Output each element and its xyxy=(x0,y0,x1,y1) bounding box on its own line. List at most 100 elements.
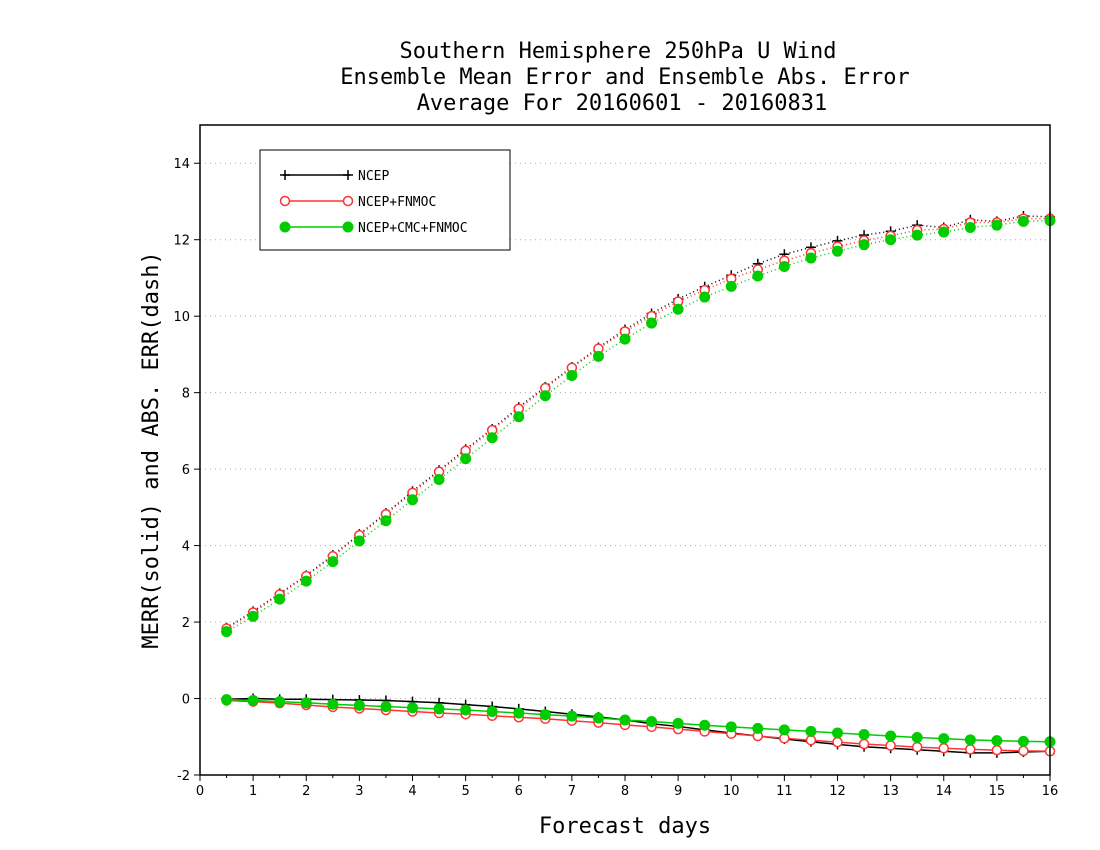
x-tick-label: 10 xyxy=(723,784,740,799)
legend-entry: NCEP xyxy=(280,169,389,184)
x-tick-label: 3 xyxy=(355,784,363,799)
abs-err-point xyxy=(699,291,711,303)
merr-point xyxy=(858,728,870,740)
grid-lines xyxy=(200,162,1050,700)
abs-err-point xyxy=(566,369,578,381)
x-tick-label: 9 xyxy=(674,784,682,799)
abs-err-point xyxy=(938,226,950,238)
abs-err-point xyxy=(885,234,897,246)
merr-point xyxy=(672,717,684,729)
legend-entry: NCEP+CMC+FNMOC xyxy=(279,221,468,236)
legend-label: NCEP+FNMOC xyxy=(358,195,436,210)
merr-point xyxy=(566,710,578,722)
merr-point xyxy=(300,697,312,709)
abs-err-point xyxy=(991,219,1003,231)
abs-err-point xyxy=(805,252,817,264)
merr-point xyxy=(592,712,604,724)
merr-point xyxy=(778,724,790,736)
merr-line xyxy=(226,698,1051,743)
abs-err-point xyxy=(911,229,923,241)
title-line-2: Ensemble Mean Error and Ensemble Abs. Er… xyxy=(340,65,910,90)
merr-point xyxy=(380,701,392,713)
x-axis-label: Forecast days xyxy=(539,814,711,839)
legend-marker-left xyxy=(279,221,291,233)
merr-point xyxy=(247,694,259,706)
merr-point xyxy=(274,696,286,708)
merr-point xyxy=(433,703,445,715)
abs-err-point xyxy=(460,453,472,465)
x-tick-label: 16 xyxy=(1042,784,1059,799)
merr-point xyxy=(885,740,896,751)
merr-point xyxy=(752,722,764,734)
abs-err-point xyxy=(725,280,737,292)
legend-label: NCEP+CMC+FNMOC xyxy=(358,221,468,236)
x-tick-label: 1 xyxy=(249,784,257,799)
abs-err-point xyxy=(433,473,445,485)
abs-err-point xyxy=(646,317,658,329)
abs-err-point xyxy=(858,239,870,251)
abs-err-point xyxy=(778,260,790,272)
abs-err-point xyxy=(832,245,843,257)
legend-marker-left xyxy=(280,170,290,180)
merr-point xyxy=(1017,735,1029,747)
title-line-3: Average For 20160601 - 20160831 xyxy=(417,91,828,116)
y-tick-label: 8 xyxy=(182,387,190,402)
legend-entries: NCEP NCEP+FNMOC NCEP+CMC+FNMOC xyxy=(279,169,468,236)
merr-point xyxy=(221,694,233,706)
merr-point xyxy=(832,736,843,748)
merr-point xyxy=(805,725,817,737)
merr-point xyxy=(885,730,897,742)
abs-err-point xyxy=(407,494,418,506)
merr-point xyxy=(964,734,976,746)
legend-entry: NCEP+FNMOC xyxy=(279,195,436,210)
y-tick-label: 2 xyxy=(182,616,190,631)
merr-point xyxy=(911,741,923,753)
abs-err-point xyxy=(274,593,286,605)
legend-marker-right xyxy=(343,170,353,180)
abs-err-point xyxy=(221,626,233,638)
merr-point xyxy=(407,702,418,714)
abs-err-point xyxy=(380,515,392,527)
chart-title: Southern Hemisphere 250hPa U Wind Ensemb… xyxy=(340,39,910,116)
merr-point xyxy=(646,715,658,727)
abs-err-point xyxy=(1017,215,1029,227)
merr-point xyxy=(1018,745,1029,757)
abs-err-point xyxy=(513,411,525,423)
abs-err-point xyxy=(964,221,976,233)
merr-point xyxy=(965,744,976,755)
merr-point xyxy=(619,714,631,726)
x-tick-label: 14 xyxy=(935,784,952,799)
merr-point xyxy=(911,732,923,744)
abs-err-point xyxy=(300,575,312,587)
series-ncep-fnmoc xyxy=(221,213,1056,757)
title-line-1: Southern Hemisphere 250hPa U Wind xyxy=(399,39,836,64)
abs-err-point xyxy=(619,333,631,345)
abs-err-point xyxy=(672,303,684,315)
merr-point xyxy=(513,707,525,719)
legend-marker-right xyxy=(342,195,354,207)
abs-err-line xyxy=(226,215,1051,629)
x-tick-label: 7 xyxy=(568,784,576,799)
abs-err-line xyxy=(226,217,1050,630)
merr-point xyxy=(725,721,737,733)
x-tick-label: 15 xyxy=(989,784,1006,799)
abs-err-point xyxy=(592,350,604,362)
abs-err-point xyxy=(486,432,498,444)
merr-point xyxy=(327,698,339,710)
legend-label: NCEP xyxy=(358,169,389,184)
merr-point xyxy=(539,709,551,721)
y-tick-label: -2 xyxy=(177,769,190,784)
x-tick-label: 2 xyxy=(302,784,310,799)
merr-point xyxy=(991,744,1003,756)
x-tick-label: 12 xyxy=(829,784,846,799)
y-tick-label: 12 xyxy=(173,234,190,249)
x-tick-label: 8 xyxy=(621,784,629,799)
x-tick-label: 5 xyxy=(461,784,469,799)
x-tick-label: 0 xyxy=(196,784,204,799)
abs-err-point xyxy=(247,610,259,622)
merr-point xyxy=(353,699,365,711)
merr-point xyxy=(699,719,711,731)
merr-point xyxy=(858,738,870,750)
